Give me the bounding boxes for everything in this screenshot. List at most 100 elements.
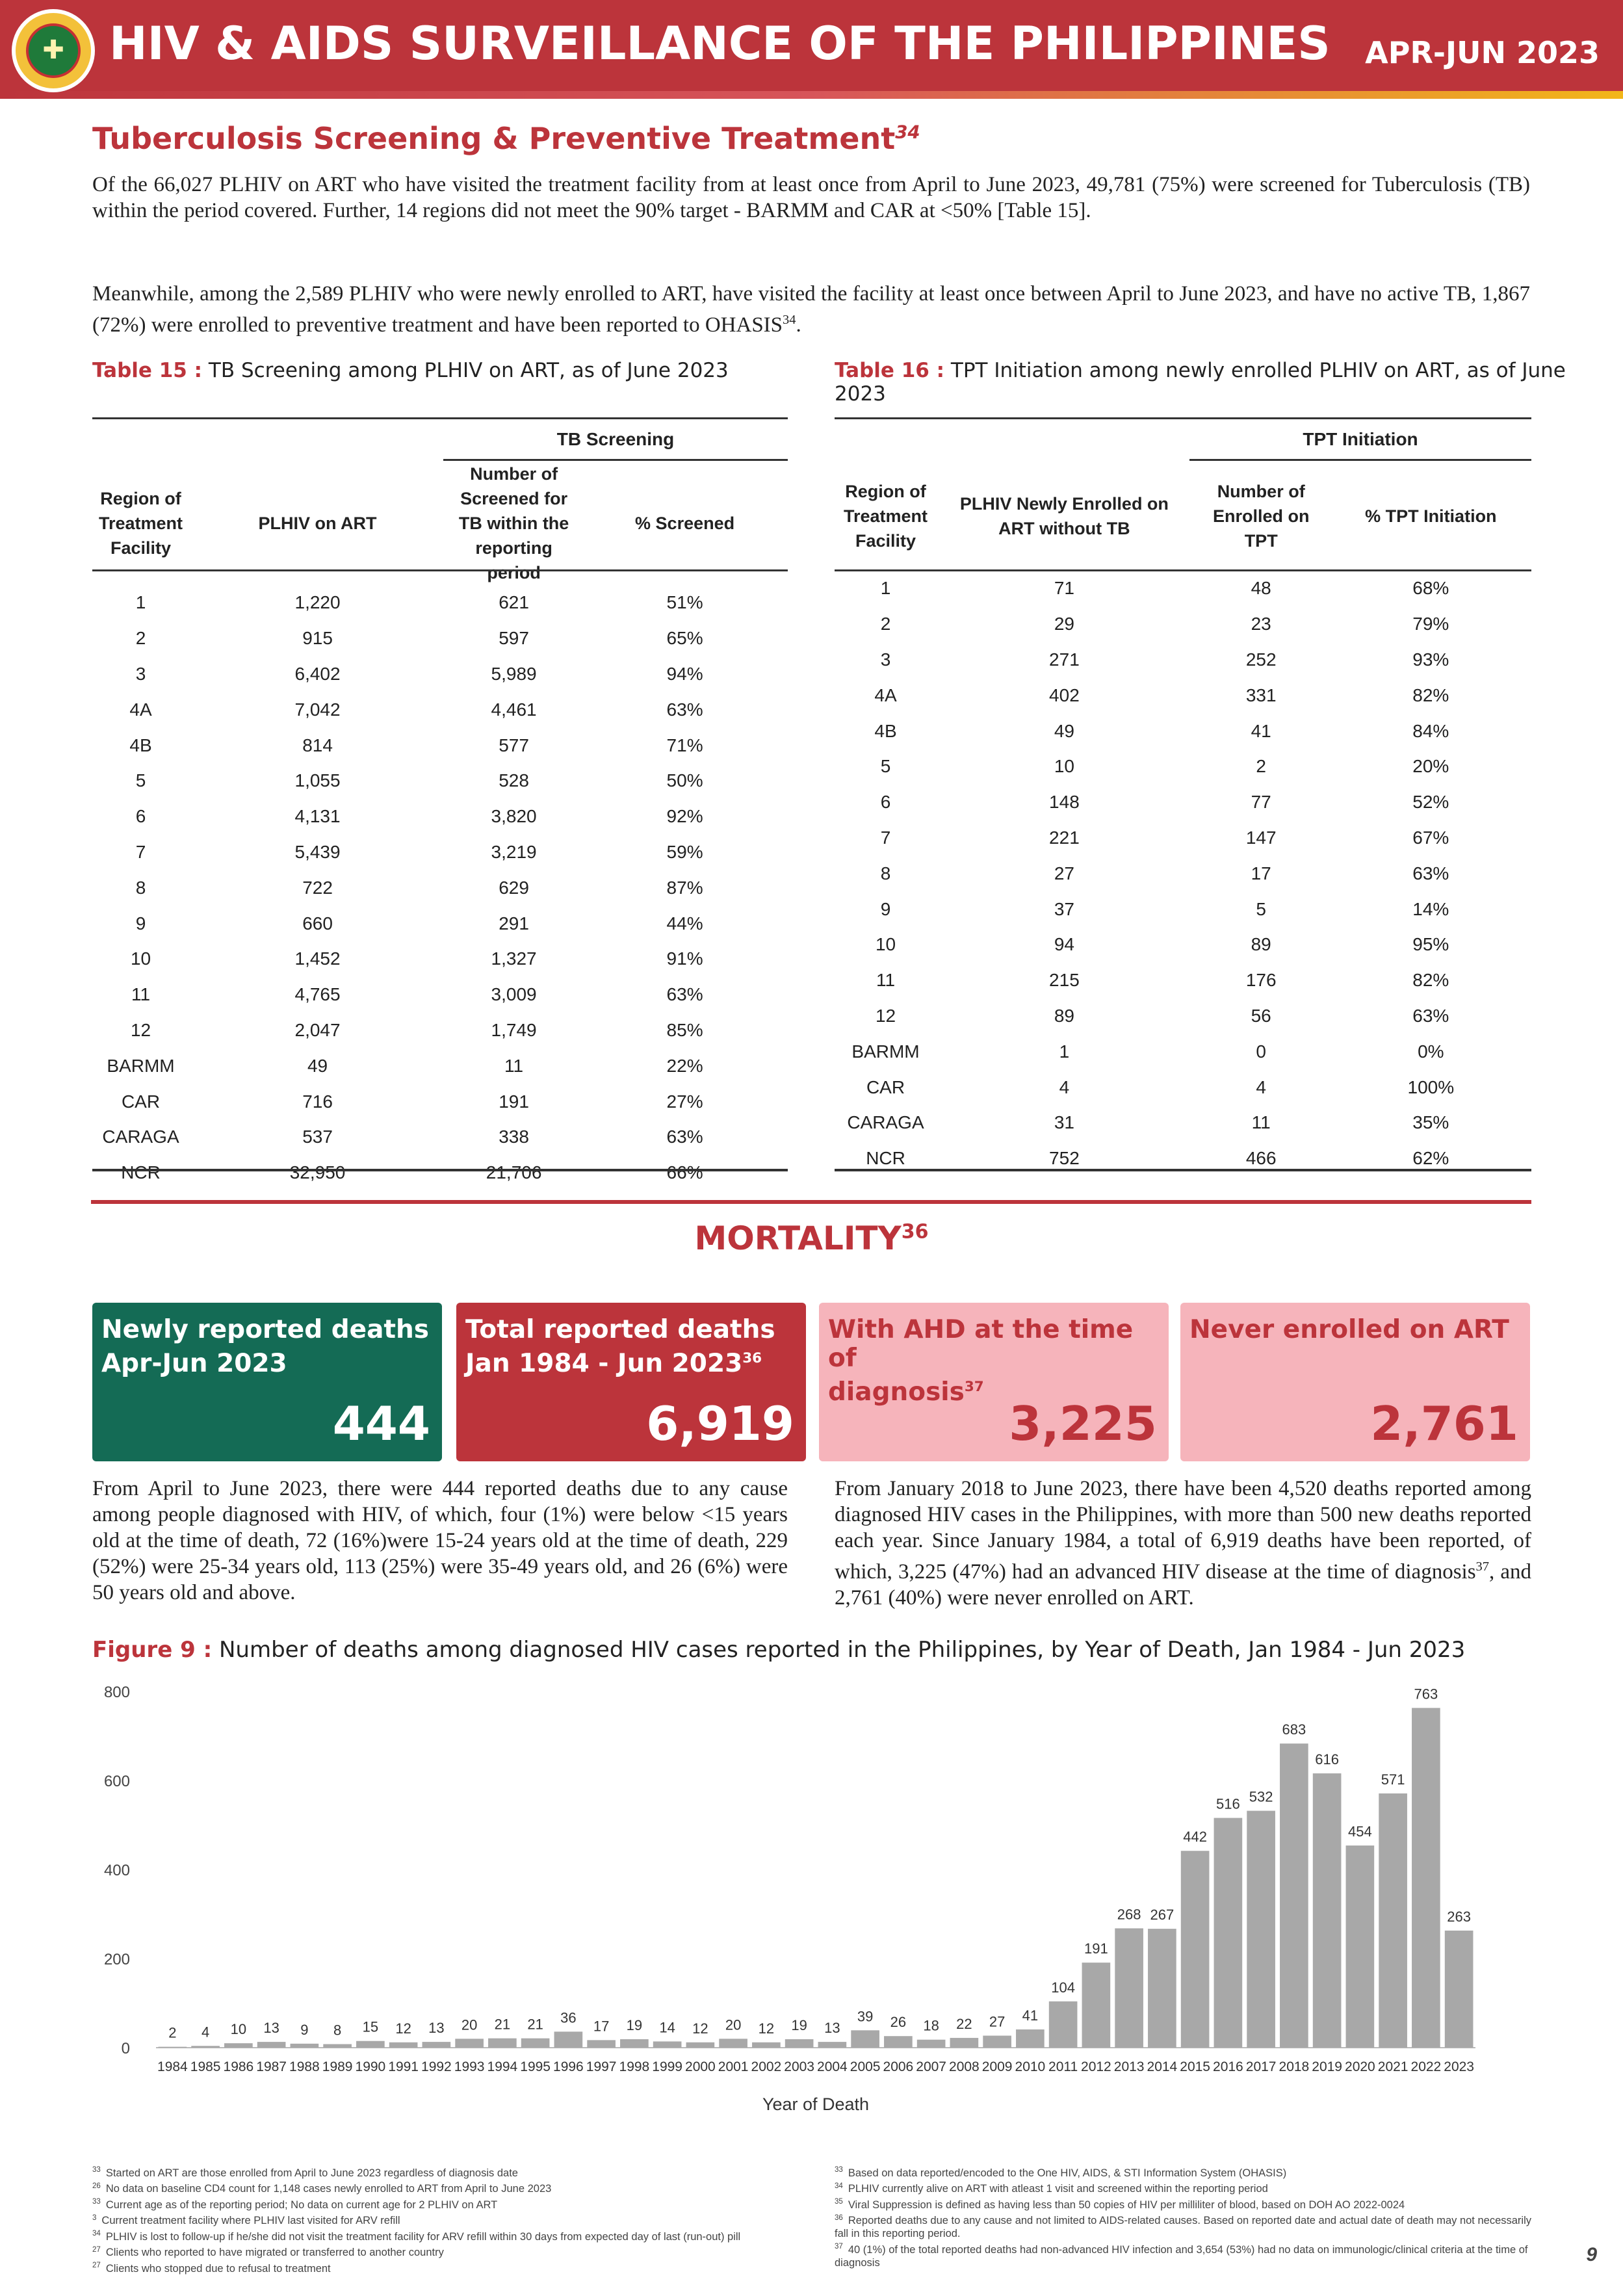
cell-number: 191 [499,1091,529,1112]
cell-count: 37 [1054,898,1074,919]
cell-count: 402 [1049,685,1080,705]
chart-bar [1048,2001,1078,2048]
x-tick-label: 1993 [454,2059,485,2074]
figure9-caption: Figure 9 : Number of deaths among diagno… [92,1637,1466,1663]
x-tick-label: 1997 [586,2059,617,2074]
table16-group-header: TPT Initiation [1303,429,1418,449]
cell-number: 176 [1245,970,1277,991]
cell-number: 629 [499,877,529,898]
page-header: ✚ HIV & AIDS SURVEILLANCE OF THE PHILIPP… [0,0,1623,99]
table15-top-rule [92,417,788,419]
cell-region: 4A [129,699,152,720]
cell-region: 12 [875,1005,896,1026]
cell-region: NCR [866,1148,905,1169]
chart-bar [224,2043,253,2048]
chart-bar [620,2039,649,2048]
cell-count: 215 [1049,970,1080,991]
data-label: 532 [1249,1789,1273,1805]
x-tick-label: 1995 [520,2059,551,2074]
x-tick-label: 2006 [883,2059,914,2074]
data-label: 36 [560,2009,576,2026]
footnote: 34 PLHIV is lost to follow-up if he/she d… [92,2230,741,2243]
cell-number: 3,820 [491,806,537,827]
cell-number: 41 [1251,720,1271,741]
x-tick-label: 2010 [1015,2059,1046,2074]
x-tick-label: 2021 [1378,2059,1409,2074]
cell-number: 252 [1245,649,1277,670]
chart-bar [191,2046,220,2048]
x-tick-label: 2007 [916,2059,946,2074]
cell-percent: 44% [666,913,703,933]
mortality-card: Never enrolled on ART 2,761 [1180,1303,1530,1461]
report-period: APR-JUN 2023 [1365,35,1600,70]
table16-header-pct: % TPT Initiation [1365,506,1497,526]
table-row: 5 1,055 528 50% [92,763,788,799]
table-row: 3 6,402 5,989 94% [92,657,788,692]
x-tick-label: 2005 [850,2059,881,2074]
cell-percent: 14% [1412,898,1449,919]
x-tick-label: 2001 [718,2059,749,2074]
table-row: 2 29 23 79% [835,607,1531,642]
table15-group-header: TB Screening [556,429,675,449]
cell-count: 49 [307,1055,328,1076]
chart-bar [983,2035,1011,2048]
footnote: 35 Viral Suppression is defined as having… [835,2198,1405,2211]
mortality-card-title: Total reported deaths Jan 1984 - Jun 2023… [465,1315,775,1378]
y-tick-label: 600 [104,1773,130,1790]
table15-bottom-rule [92,1169,788,1171]
table16: Region of Treatment Facility PLHIV Newly… [835,462,1531,1177]
cell-number: 23 [1251,614,1271,634]
cell-number: 528 [499,770,529,791]
table16-group-rule [1189,459,1531,461]
cell-percent: 50% [666,770,703,791]
cell-percent: 63% [666,699,703,720]
data-label: 683 [1282,1721,1306,1738]
cell-region: 7 [135,841,146,862]
table-row: 6 4,131 3,820 92% [92,799,788,835]
cell-count: 537 [302,1127,333,1147]
chart-bar [389,2042,418,2048]
footnote: 33 Started on ART are those enrolled from… [92,2166,518,2179]
table16-body: 1 71 48 68% 2 29 23 79% 3 271 252 93% 4A 402 331 82% 4B 4… [835,571,1531,1177]
cell-count: 1,055 [294,770,341,791]
data-label: 20 [725,2016,741,2033]
table15-header-screened: Number of Screened for TB within the rep… [458,464,569,582]
chart-bar [158,2046,187,2048]
mortality-card-title: Newly reported deaths Apr-Jun 2023 [101,1315,430,1378]
tb-paragraph-1: Of the 66,027 PLHIV on ART who have visi… [92,173,1530,222]
chart-bar [818,2042,847,2048]
cell-count: 32,950 [289,1162,346,1183]
cell-percent: 66% [666,1162,703,1183]
x-tick-label: 1985 [190,2059,221,2074]
table16-header-rule [835,569,1531,571]
x-tick-label: 1999 [652,2059,682,2074]
data-label: 516 [1216,1796,1240,1812]
table-row: 7 5,439 3,219 59% [92,835,788,870]
cell-number: 17 [1251,863,1271,883]
data-label: 39 [857,2008,873,2024]
data-label: 454 [1348,1823,1372,1840]
data-label: 12 [692,2020,708,2037]
chart-bar [1379,1793,1407,2048]
cell-number: 3,009 [491,984,537,1005]
cell-number: 89 [1251,934,1271,955]
table15-header-plhiv: PLHIV on ART [258,514,377,533]
cell-percent: 87% [666,877,703,898]
data-label: 22 [956,2016,972,2032]
cell-percent: 63% [1412,1005,1449,1026]
x-tick-label: 1986 [224,2059,254,2074]
cell-percent: 79% [1412,614,1449,634]
cell-region: 9 [880,898,891,919]
cell-count: 915 [302,628,333,649]
cell-percent: 52% [1412,792,1449,813]
data-label: 4 [201,2024,209,2040]
table-row: 2 915 597 65% [92,621,788,657]
chart-bar [752,2042,781,2048]
table-row: 4A 402 331 82% [835,677,1531,713]
table-row: 4B 49 41 84% [835,713,1531,749]
data-label: 8 [333,2022,341,2039]
mortality-card-title: With AHD at the time of diagnosis37 [828,1315,1134,1407]
cell-region: 5 [880,756,891,777]
cell-percent: 85% [666,1019,703,1040]
cell-percent: 92% [666,806,703,827]
